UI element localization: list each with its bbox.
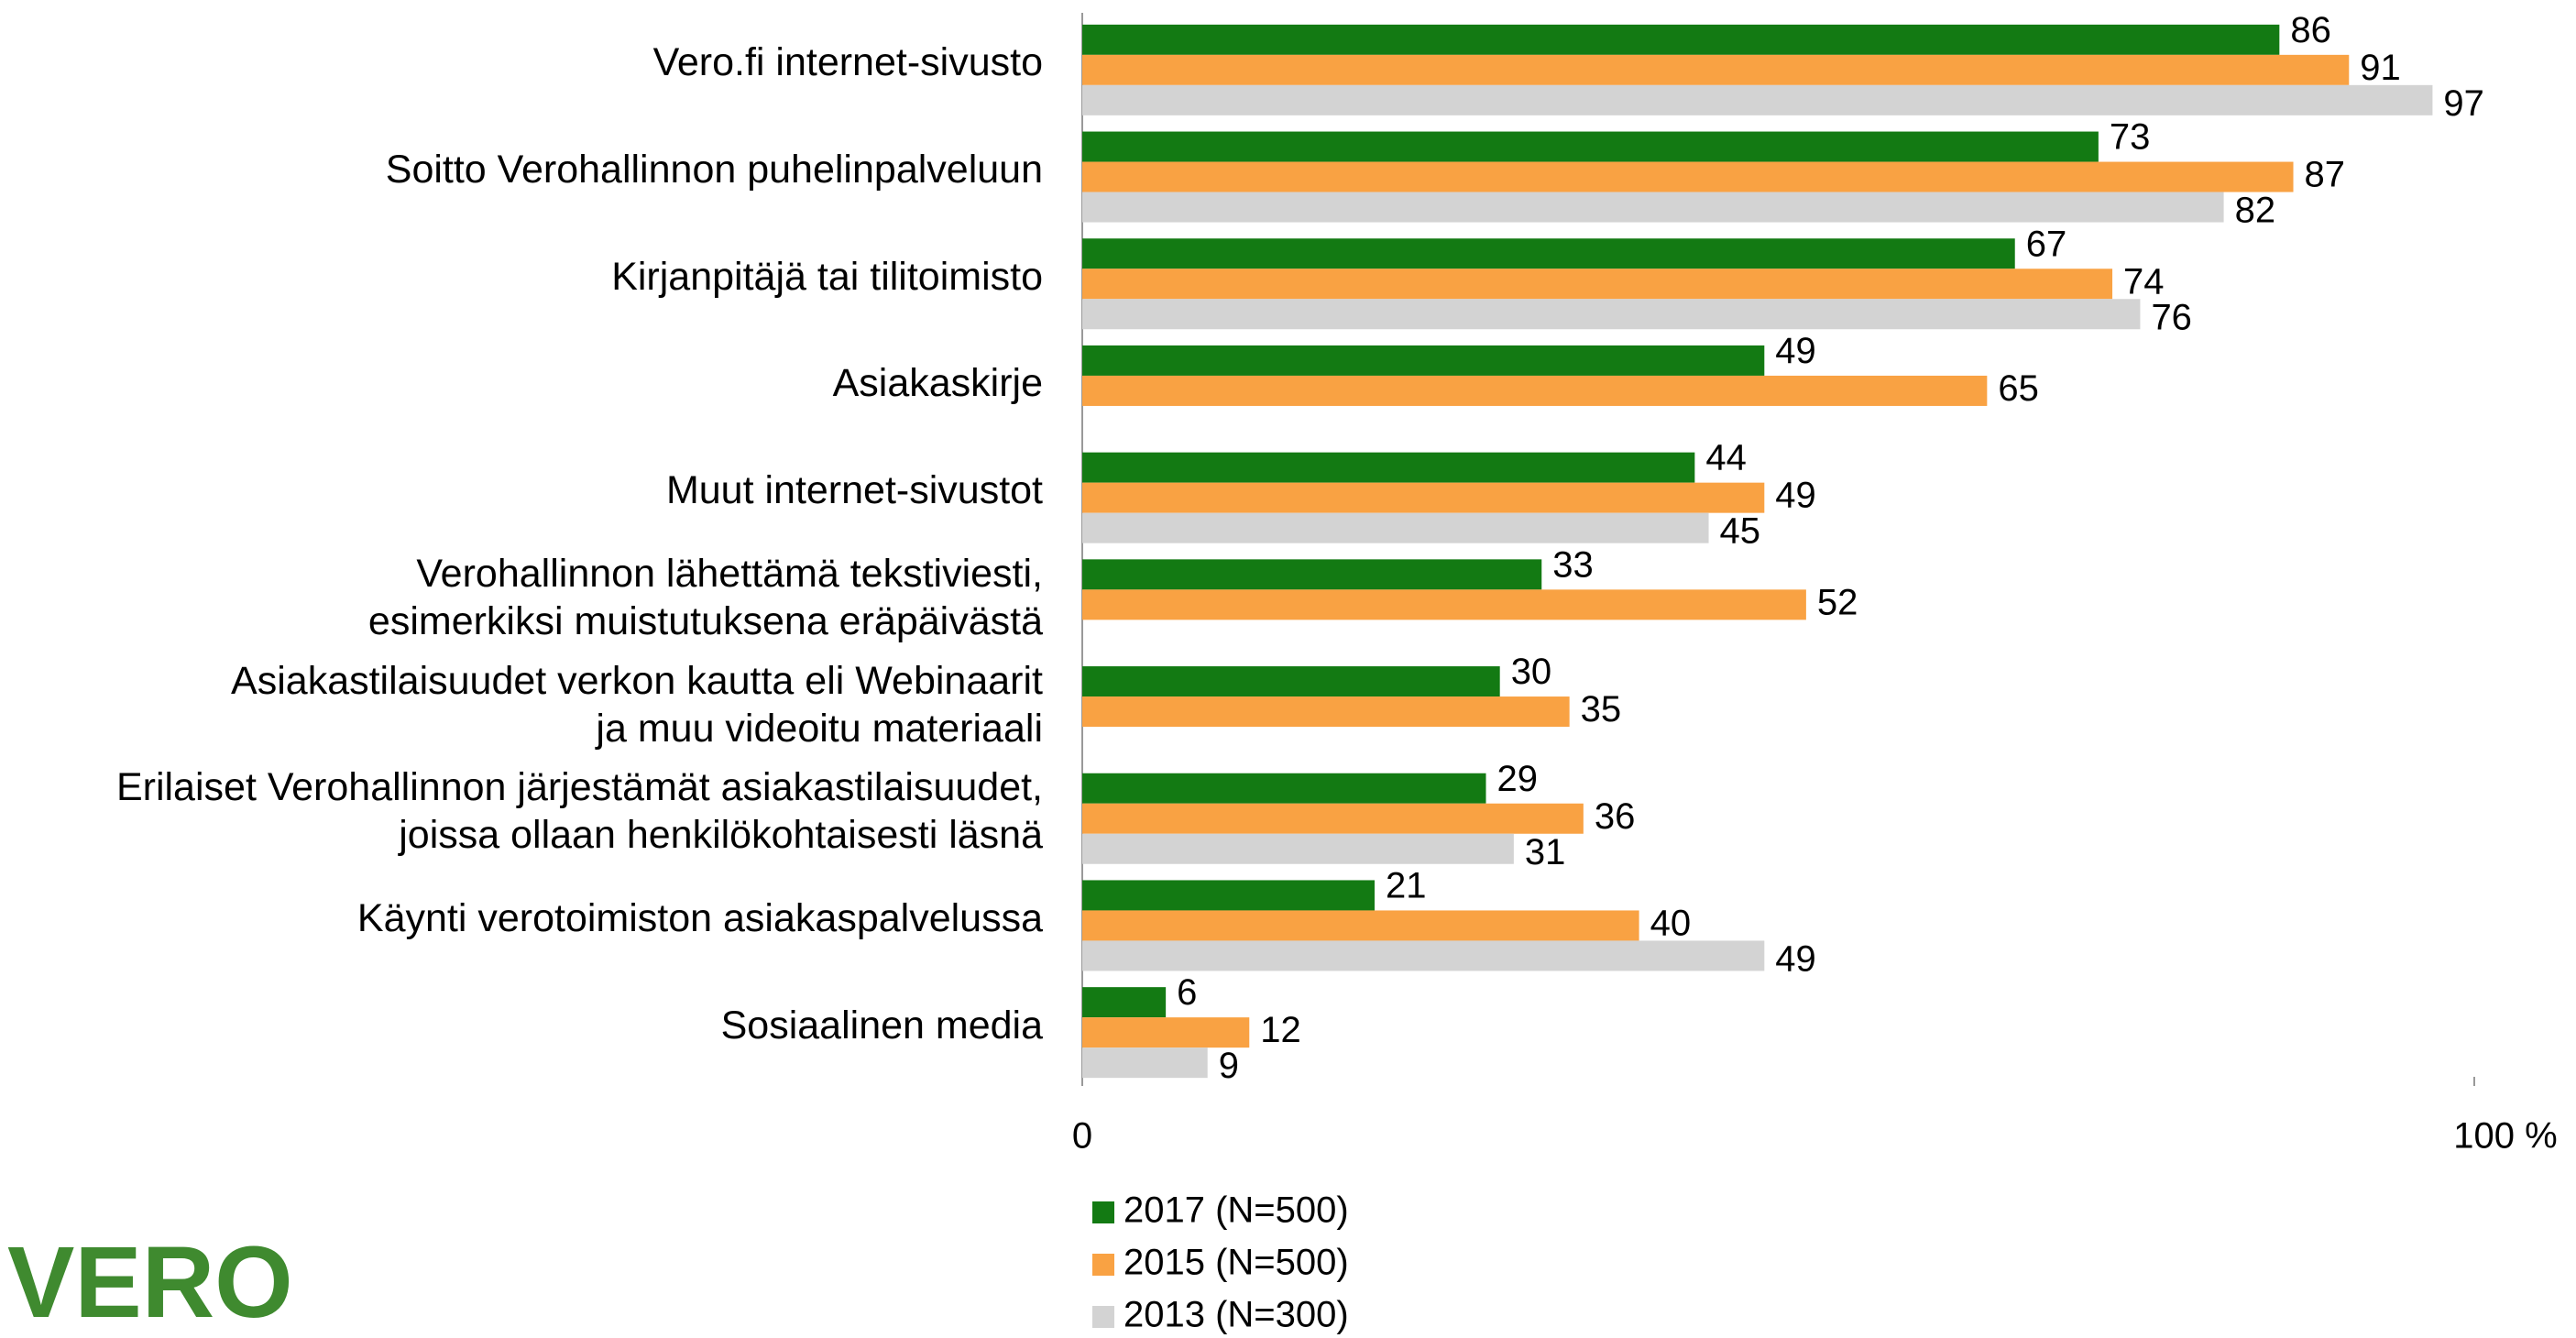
category-label: Soitto Verohallinnon puhelinpalveluun [385,148,1043,192]
value-label: 49 [1775,476,1816,516]
bar [1082,161,2294,192]
value-label: 12 [1260,1010,1301,1050]
x-tick-label: 0 [1072,1116,1092,1157]
bar [1082,452,1695,483]
category-label: Erilaiset Verohallinnon järjestämät asia… [115,765,1043,858]
bar [1082,345,1765,376]
value-label: 31 [1525,832,1566,872]
category-label: Kirjanpitäjä tai tilitoimisto [611,254,1043,299]
category-label: Muut internet-sivustot [665,468,1043,513]
value-label: 74 [2123,261,2165,302]
bar [1082,192,2224,223]
value-label: 86 [2290,10,2331,50]
category-label: Vero.fi internet-sivusto [652,40,1043,85]
bar [1082,512,1709,543]
bar [1082,84,2433,115]
bar [1082,299,2141,330]
value-label: 9 [1219,1046,1239,1086]
value-label: 87 [2305,155,2346,195]
bar [1082,833,1514,864]
value-label: 65 [1998,368,2039,409]
bar [1082,773,1486,804]
value-label: 73 [2110,117,2151,158]
bar [1082,589,1806,620]
x-tick-label: 100 % [2453,1116,2557,1157]
bar [1082,910,1639,941]
value-label: 67 [2026,224,2067,264]
bar [1082,559,1542,590]
category-label: Asiakastilaisuudet verkon kautta eli Web… [231,658,1043,751]
value-label: 91 [2360,48,2401,88]
bar [1082,1047,1208,1079]
value-label: 49 [1775,939,1816,980]
legend-label: 2015 (N=500) [1124,1243,1349,1283]
bar [1082,880,1375,911]
value-label: 52 [1817,582,1858,622]
bar [1082,269,2113,300]
value-label: 44 [1705,438,1747,478]
value-label: 6 [1177,972,1197,1013]
bar [1082,696,1570,728]
bar [1082,803,1584,834]
value-label: 21 [1386,866,1427,906]
value-label: 29 [1497,759,1539,799]
value-label: 36 [1595,796,1636,837]
value-label: 49 [1775,331,1816,371]
bar [1082,375,1988,406]
value-label: 76 [2151,297,2192,337]
legend-swatch [1092,1306,1114,1328]
logo: VERO [7,1226,293,1338]
bar [1082,482,1765,513]
value-label: 45 [1720,511,1761,552]
value-label: 30 [1511,652,1552,692]
bar [1082,987,1167,1018]
bar [1082,131,2099,162]
category-label: Käynti verotoimiston asiakaspalvelussa [356,895,1043,940]
bar [1082,666,1500,697]
bar [1082,1017,1250,1048]
bar [1082,940,1765,971]
value-label: 82 [2235,191,2276,231]
bar [1082,238,2015,269]
category-label: Sosiaalinen media [720,1003,1043,1047]
legend-swatch [1092,1201,1114,1223]
category-label: Verohallinnon lähettämä tekstiviesti, es… [367,551,1043,643]
bar [1082,24,2280,55]
legend-swatch [1092,1254,1114,1276]
category-label: Asiakaskirje [832,361,1043,406]
value-label: 35 [1581,689,1622,729]
value-label: 33 [1552,544,1594,585]
value-label: 40 [1650,904,1692,944]
bar [1082,54,2350,85]
legend-label: 2017 (N=500) [1124,1190,1349,1231]
legend-label: 2013 (N=300) [1124,1295,1349,1335]
value-label: 97 [2443,83,2484,124]
